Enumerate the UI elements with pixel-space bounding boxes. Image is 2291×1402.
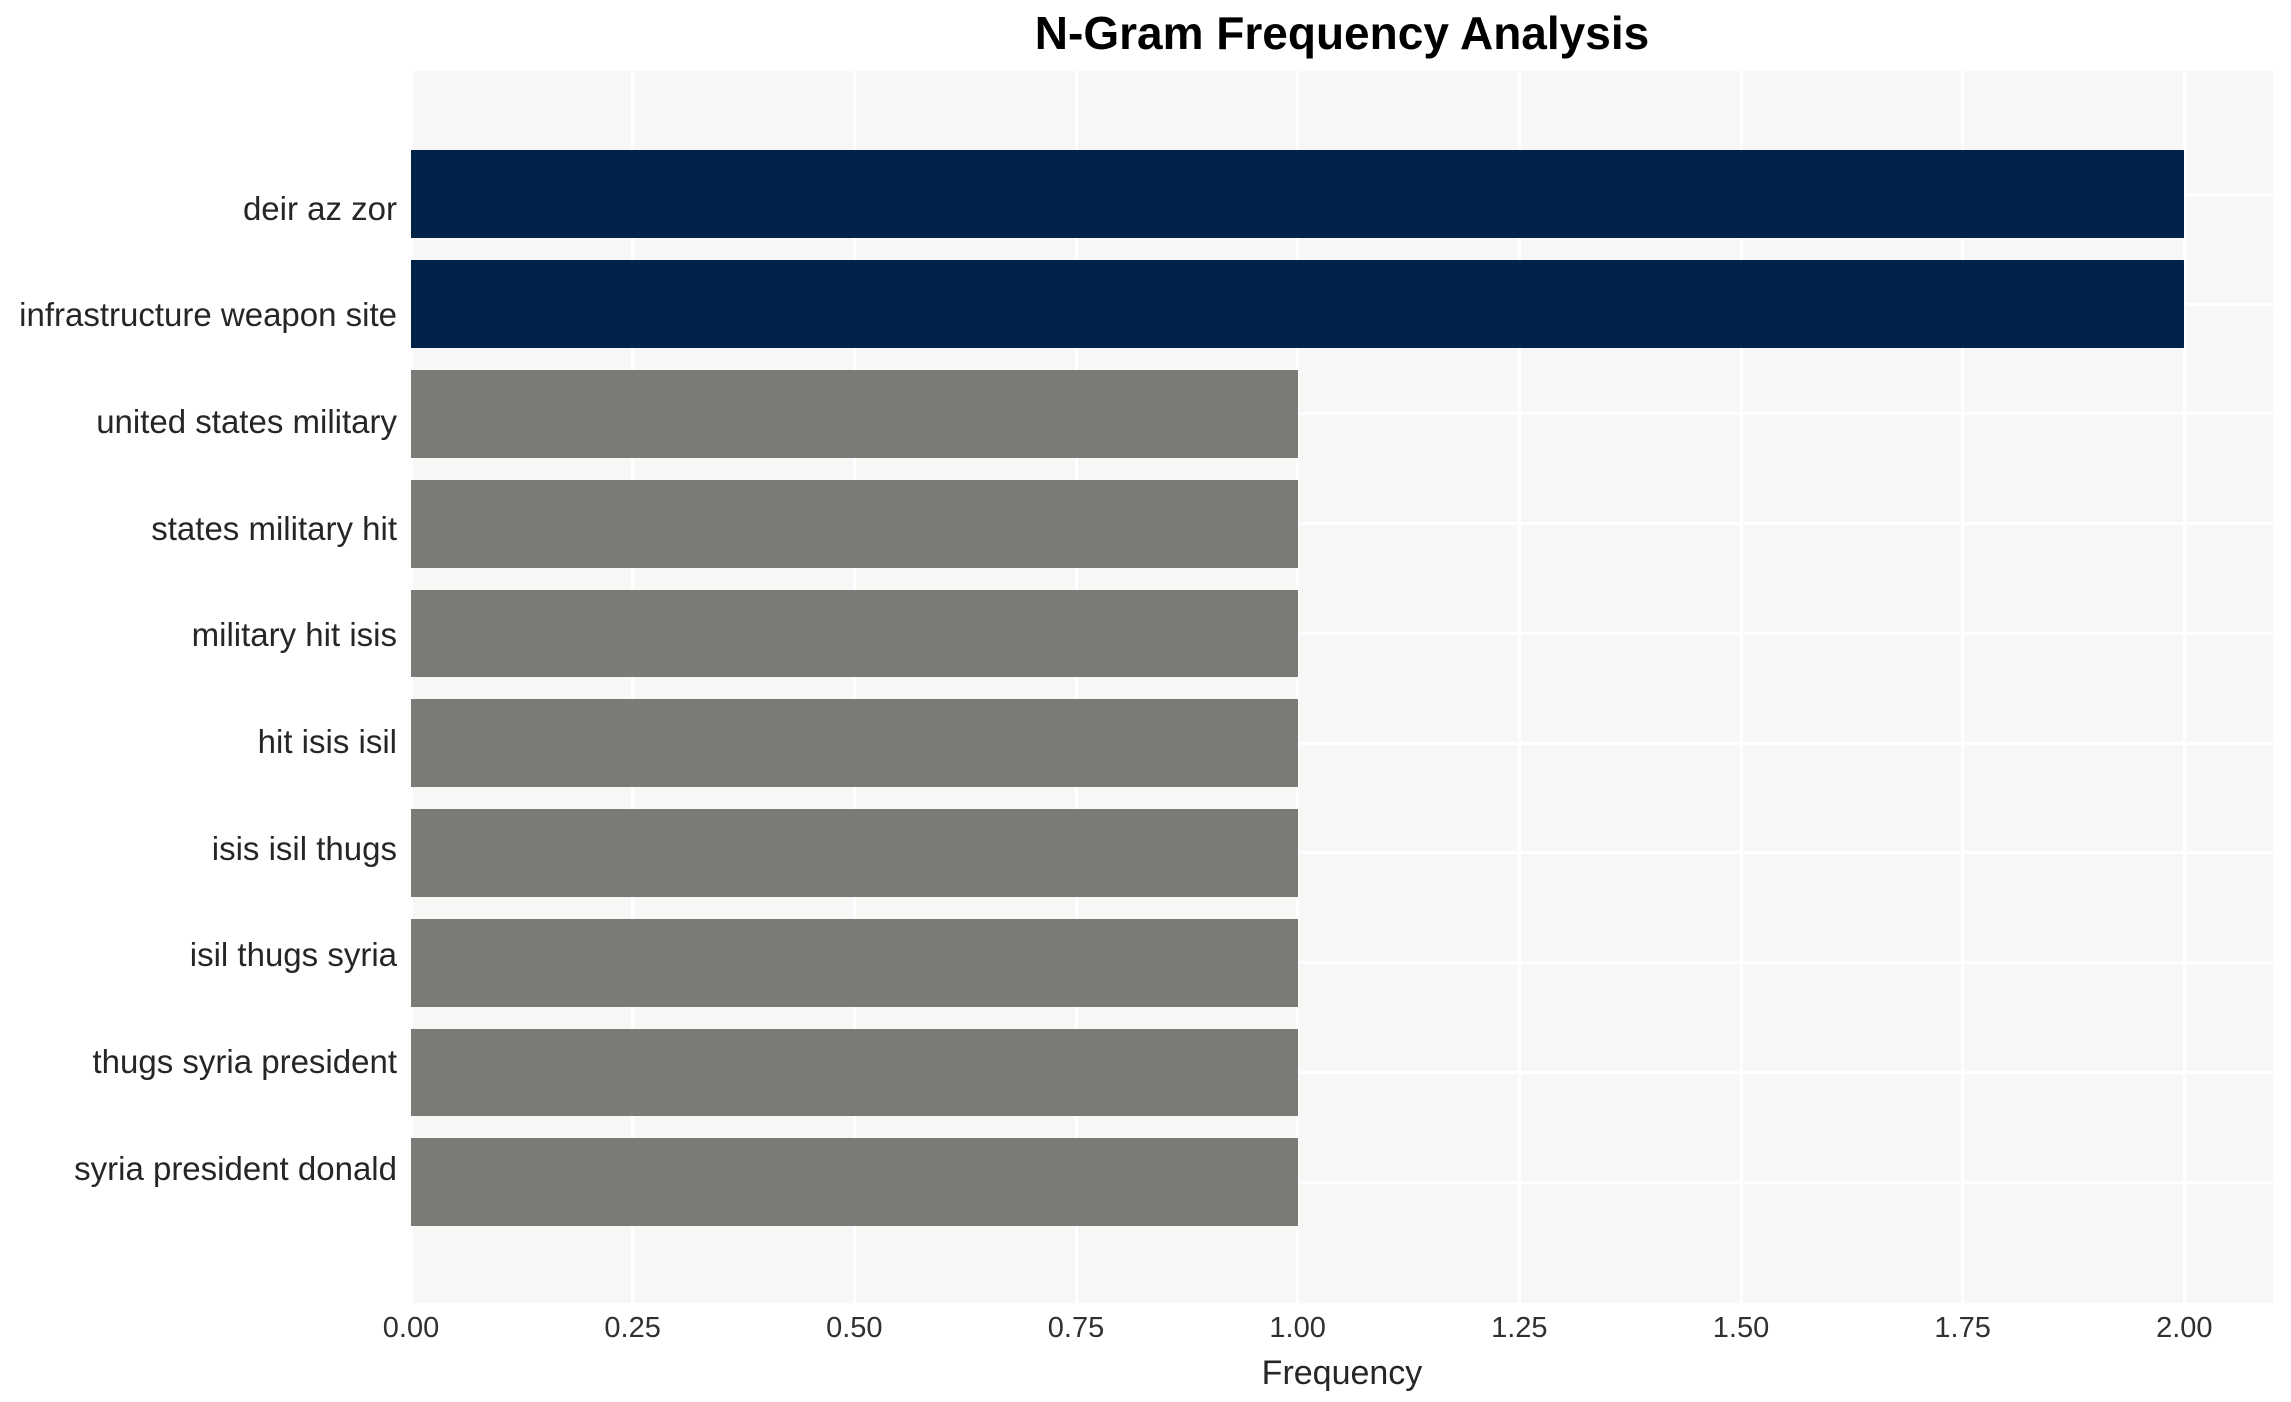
x-tick-label: 1.75 (1934, 1312, 1991, 1344)
bar-row (411, 688, 2273, 798)
bar-row (411, 1127, 2273, 1237)
x-tick-label: 0.50 (826, 1312, 883, 1344)
horizontal-gridline (411, 631, 2273, 635)
y-label-row: isil thugs syria (0, 902, 397, 1009)
vertical-gridline (1517, 71, 1521, 1303)
bar-row (411, 579, 2273, 689)
bar-row (411, 798, 2273, 908)
bar-military-hit-isis (411, 589, 1298, 678)
y-tick-label: hit isis isil (257, 722, 397, 760)
y-tick-label: isil thugs syria (189, 936, 397, 974)
bar-row (411, 140, 2273, 250)
y-label-row: hit isis isil (0, 689, 397, 796)
title-row: N-Gram Frequency Analysis (411, 2, 2273, 64)
horizontal-gridline (411, 851, 2273, 855)
x-axis-title: Frequency (1261, 1353, 1423, 1392)
bar-row (411, 469, 2273, 579)
y-tick-label: states military hit (151, 509, 397, 547)
horizontal-gridline (411, 1071, 2273, 1075)
x-tick-label: 1.00 (1269, 1312, 1326, 1344)
y-label-row: deir az zor (0, 155, 397, 262)
bar-rows (411, 71, 2273, 1303)
y-axis-labels: deir az zor infrastructure weapon site uni… (0, 71, 411, 1303)
bar-infrastructure-weapon-site (411, 260, 2185, 349)
y-label-row: states military hit (0, 475, 397, 582)
y-label-row: isis isil thugs (0, 795, 397, 902)
y-label-row: syria president donald (0, 1115, 397, 1222)
vertical-gridline (2182, 71, 2186, 1303)
y-label-row: infrastructure weapon site (0, 262, 397, 369)
vertical-gridline (1296, 71, 1300, 1303)
bar-states-military-hit (411, 479, 1298, 568)
vertical-gridline (411, 71, 413, 1303)
x-axis-title-row: Frequency (411, 1348, 2273, 1398)
x-tick-label: 2.00 (2156, 1312, 2213, 1344)
vertical-gridline (1961, 71, 1965, 1303)
bar-thugs-syria-president (411, 1028, 1298, 1117)
y-tick-label: united states military (96, 402, 397, 440)
bar-united-states-military (411, 370, 1298, 458)
bar-row (411, 359, 2273, 469)
horizontal-gridline (411, 1180, 2273, 1184)
horizontal-gridline (411, 522, 2273, 526)
plot-area (411, 71, 2273, 1303)
y-tick-label: thugs syria president (92, 1042, 398, 1080)
x-tick-label: 1.25 (1491, 1312, 1548, 1344)
bar-row (411, 249, 2273, 359)
vertical-gridline (1739, 71, 1743, 1303)
chart-body: deir az zor infrastructure weapon site uni… (0, 71, 2291, 1303)
vertical-gridline (631, 71, 635, 1303)
vertical-gridline (852, 71, 856, 1303)
bar-deir-az-zor (411, 150, 2185, 239)
bar-syria-president-donald (411, 1138, 1298, 1227)
y-label-row: thugs syria president (0, 1009, 398, 1116)
x-tick-label: 1.50 (1712, 1312, 1770, 1344)
horizontal-gridline (411, 741, 2273, 745)
y-tick-label: syria president donald (74, 1149, 397, 1187)
bar-row (411, 908, 2273, 1018)
horizontal-gridline (411, 961, 2273, 965)
x-tick-label: 0.25 (604, 1312, 661, 1344)
y-label-row: military hit isis (0, 582, 397, 689)
y-tick-label: military hit isis (191, 616, 397, 654)
bar-row (411, 1018, 2273, 1128)
x-tick-label: 0.75 (1047, 1312, 1105, 1344)
bar-isis-isil-thugs (411, 809, 1298, 897)
bar-hit-isis-isil (411, 699, 1298, 788)
chart-title: N-Gram Frequency Analysis (1034, 7, 1650, 59)
x-axis-ticks: 0.00 0.25 0.50 0.75 1.00 1.25 1.50 1.75 2.00 (383, 1303, 2273, 1351)
y-tick-label: deir az zor (242, 189, 397, 227)
bar-isil-thugs-syria (411, 918, 1298, 1007)
x-tick-label: 0.00 (382, 1312, 440, 1344)
horizontal-gridline (411, 412, 2273, 416)
y-tick-label: isis isil thugs (211, 829, 397, 867)
y-label-row: united states military (0, 369, 397, 476)
vertical-gridline (1074, 71, 1078, 1303)
y-tick-label: infrastructure weapon site (19, 296, 397, 334)
